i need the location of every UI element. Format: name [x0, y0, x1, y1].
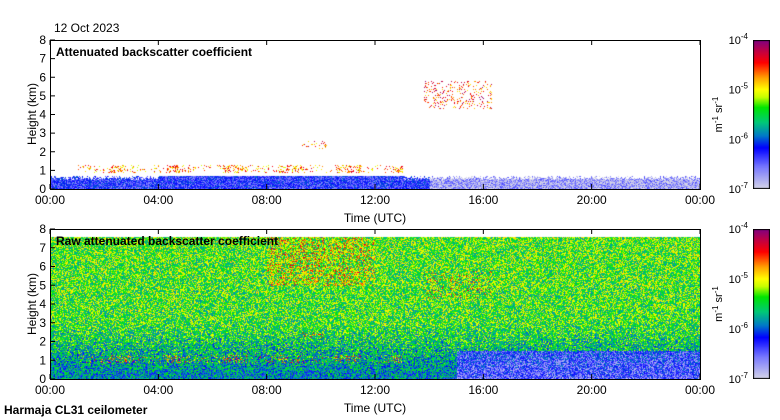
- colorbar-1: [753, 40, 770, 189]
- colorbar-2: [753, 229, 770, 379]
- x-tick-label: 00:00: [685, 383, 715, 397]
- y-tick-label: 8: [39, 222, 46, 236]
- x-tick-label: 08:00: [252, 383, 282, 397]
- x-axis-label-1: Time (UTC): [344, 211, 406, 225]
- heatmap-attenuated: [50, 40, 700, 189]
- y-axis-label-1: Height (km): [25, 83, 39, 145]
- y-tick-label: 4: [39, 108, 46, 122]
- panel-2-title: Raw attenuated backscatter coefficient: [56, 234, 278, 248]
- y-tick-label: 6: [39, 260, 46, 274]
- y-tick-label: 7: [39, 241, 46, 255]
- y-tick-label: 5: [39, 278, 46, 292]
- y-tick-label: 6: [39, 70, 46, 84]
- y-tick-label: 1: [39, 163, 46, 177]
- colorbar-tick-label: 10-7: [729, 181, 749, 196]
- y-tick-label: 4: [39, 297, 46, 311]
- colorbar-tick-label: 10-4: [729, 221, 749, 236]
- y-axis-label-2: Height (km): [25, 273, 39, 335]
- x-tick-label: 20:00: [577, 193, 607, 207]
- colorbar-tick-label: 10-6: [729, 321, 749, 336]
- colorbar-tick-label: 10-7: [729, 371, 749, 386]
- x-axis-label-2: Time (UTC): [344, 401, 406, 415]
- x-tick-label: 04:00: [143, 383, 173, 397]
- date-label: 12 Oct 2023: [54, 21, 120, 35]
- y-tick-label: 0: [39, 372, 46, 386]
- plot-frame: [50, 229, 701, 380]
- x-tick-label: 16:00: [468, 383, 498, 397]
- x-tick-label: 20:00: [577, 383, 607, 397]
- y-tick-label: 0: [39, 182, 46, 196]
- y-tick-label: 2: [39, 145, 46, 159]
- x-tick-label: 04:00: [143, 193, 173, 207]
- colorbar-label: m-1 sr-1: [711, 286, 725, 322]
- colorbar-tick-label: 10-5: [729, 82, 749, 97]
- heatmap-raw: [50, 229, 700, 379]
- y-tick-label: 5: [39, 89, 46, 103]
- x-tick-label: 16:00: [468, 193, 498, 207]
- y-tick-label: 2: [39, 335, 46, 349]
- plot-frame: [50, 40, 701, 190]
- panel-1-title: Attenuated backscatter coefficient: [56, 45, 252, 59]
- colorbar-tick-label: 10-6: [729, 131, 749, 146]
- x-tick-label: 00:00: [685, 193, 715, 207]
- colorbar-tick-label: 10-5: [729, 271, 749, 286]
- y-tick-label: 3: [39, 126, 46, 140]
- y-tick-label: 8: [39, 33, 46, 47]
- x-tick-label: 00:00: [35, 193, 65, 207]
- x-tick-label: 12:00: [360, 193, 390, 207]
- x-tick-label: 00:00: [35, 383, 65, 397]
- y-tick-label: 1: [39, 353, 46, 367]
- x-tick-label: 08:00: [252, 193, 282, 207]
- x-tick-label: 12:00: [360, 383, 390, 397]
- instrument-label: Harmaja CL31 ceilometer: [4, 403, 148, 417]
- colorbar-label: m-1 sr-1: [711, 96, 725, 132]
- colorbar-tick-label: 10-4: [729, 32, 749, 47]
- y-tick-label: 3: [39, 316, 46, 330]
- y-tick-label: 7: [39, 52, 46, 66]
